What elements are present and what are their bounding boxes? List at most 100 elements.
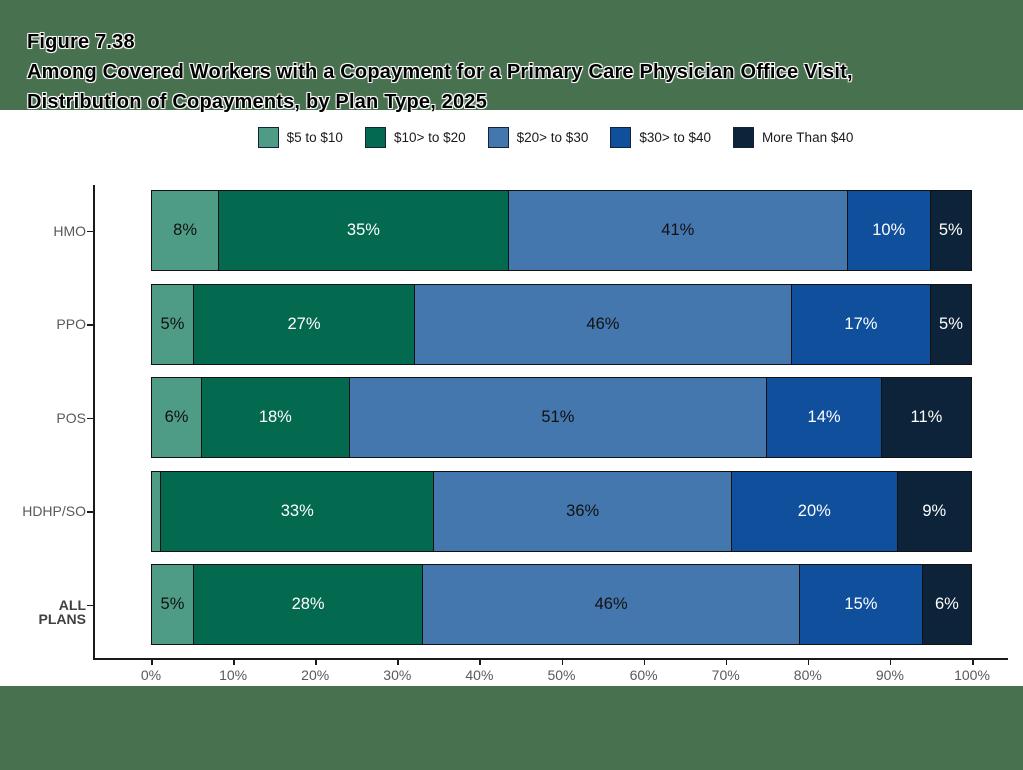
bar-segment-label: 17% (844, 314, 878, 333)
bar-segment: 5% (152, 565, 193, 645)
bar-segment: 17% (790, 284, 931, 364)
legend: $5 to $10 $10> to $20 $20> to $30 $30> to $… (88, 127, 1023, 148)
bar-segment-label: 51% (541, 408, 575, 427)
x-axis-tick-label: 30% (383, 667, 412, 683)
bar-segment: 5% (152, 284, 193, 364)
figure-title-line-2: Distribution of Copayments, by Plan Type… (27, 91, 488, 113)
bar-segment (152, 471, 161, 551)
y-axis-label: ALL PLANS (38, 596, 86, 627)
x-axis-tick (807, 659, 810, 665)
x-axis-tick (561, 659, 563, 665)
bar-segment-label: 20% (797, 501, 831, 520)
bar-segment: 8% (152, 191, 219, 270)
y-axis-label: HMO (53, 222, 86, 239)
legend-label: $20> to $30 (516, 130, 589, 145)
bar-segment-label: 28% (291, 595, 325, 614)
legend-item: More Than $40 (733, 127, 853, 148)
legend-label: More Than $40 (762, 130, 854, 145)
bar-segment: 10% (846, 191, 930, 270)
bar-segment-label: 5% (939, 314, 963, 333)
legend-label: $5 to $10 (286, 130, 343, 145)
bar-segment: 20% (731, 471, 897, 551)
bar-segment: 6% (152, 378, 202, 458)
x-axis-tick (397, 659, 399, 665)
footer-banner: NOTE: Copayments are for in-network prov… (0, 686, 1023, 770)
bar-segment: 41% (507, 191, 847, 270)
x-axis-tick-label: 80% (793, 667, 822, 683)
bar-segment-label: 18% (258, 408, 292, 427)
x-axis-tick (233, 659, 235, 665)
bar-segment-label: 46% (594, 595, 628, 614)
bar-segment: 27% (192, 284, 415, 364)
bar-segment: 9% (896, 471, 971, 551)
y-axis-line (93, 185, 95, 659)
title-block: Figure 7.38 Among Covered Workers with a… (27, 27, 853, 117)
bar-segment: 33% (160, 471, 434, 551)
x-axis-tick (972, 659, 974, 665)
legend-swatch (610, 127, 632, 148)
y-axis-tick (87, 230, 94, 232)
bar-segment-label: 41% (661, 221, 695, 239)
bar-segment: 46% (422, 565, 799, 645)
bar-segment-label: 9% (922, 501, 947, 520)
x-axis-tick (315, 659, 317, 665)
bar-segment-label: 33% (280, 501, 314, 520)
bar-row: 6% 18% 51% 14% 11% (151, 377, 972, 459)
y-axis-label: PPO (56, 316, 86, 333)
x-axis-tick-label: 40% (465, 667, 494, 683)
bar-segment: 5% (929, 191, 971, 270)
x-axis-tick-label: 70% (711, 667, 740, 683)
y-axis-tick (87, 604, 94, 607)
legend-item: $5 to $10 (257, 127, 343, 148)
bar-segment-label: 15% (844, 595, 878, 614)
x-axis-tick-label: 0% (140, 667, 162, 683)
legend-item: $10> to $20 (364, 127, 466, 148)
x-axis-tick (479, 659, 481, 665)
bar-segment-label: 6% (934, 595, 959, 614)
x-axis-tick (725, 659, 728, 665)
bar-segment-label: 46% (586, 314, 620, 333)
bar-segment-label: 10% (872, 221, 906, 239)
bar-segment: 28% (192, 565, 423, 645)
legend-item: $30> to $40 (610, 127, 711, 148)
bar-segment-label: 6% (164, 408, 189, 427)
bar-segment-label: 8% (173, 221, 198, 239)
bar-row: 5% 27% 46% 17% 5% (151, 283, 972, 365)
bar-row: 5% 28% 46% 15% 6% (151, 564, 972, 646)
y-axis-tick (87, 324, 94, 326)
x-axis-tick (643, 659, 646, 665)
figure-title-line-1: Among Covered Workers with a Copayment f… (27, 61, 853, 83)
bar-segment-label: 14% (807, 408, 841, 427)
bar-segment: 5% (930, 284, 971, 364)
y-axis-label: HDHP/SO (22, 503, 86, 520)
x-axis-tick (151, 659, 153, 665)
bar-segment: 36% (433, 471, 732, 551)
x-axis-tick-label: 20% (301, 667, 330, 683)
bar-segment: 18% (201, 378, 349, 458)
bar-segment-label: 5% (160, 595, 185, 614)
x-axis-tick-label: 10% (219, 667, 248, 683)
bar-segment-label: 27% (287, 314, 321, 333)
y-axis-tick (87, 417, 94, 420)
x-axis-line (93, 658, 1008, 660)
x-axis-tick-label: 60% (629, 667, 658, 683)
x-axis-tick-label: 50% (547, 667, 576, 683)
bar-row: 33% 36% 20% 9% (151, 470, 972, 552)
y-axis-tick (87, 511, 94, 513)
figure-number: Figure 7.38 (27, 31, 135, 53)
legend-swatch (257, 127, 279, 148)
x-axis-tick-label: 100% (954, 667, 990, 683)
bar-segment: 11% (880, 378, 971, 458)
bar-segment-label: 5% (938, 221, 963, 239)
bar-segment: 6% (921, 565, 971, 645)
bar-segment-label: 5% (160, 314, 185, 333)
legend-label: $10> to $20 (393, 130, 466, 145)
x-axis-tick-label: 90% (875, 667, 904, 683)
bar-segment: 35% (218, 191, 508, 270)
bar-segment-label: 36% (566, 501, 600, 520)
title-banner: Figure 7.38 Among Covered Workers with a… (0, 0, 1023, 113)
bar-row: 8% 35% 41% 10% 5% (151, 190, 972, 271)
bar-segment: 46% (414, 284, 791, 364)
